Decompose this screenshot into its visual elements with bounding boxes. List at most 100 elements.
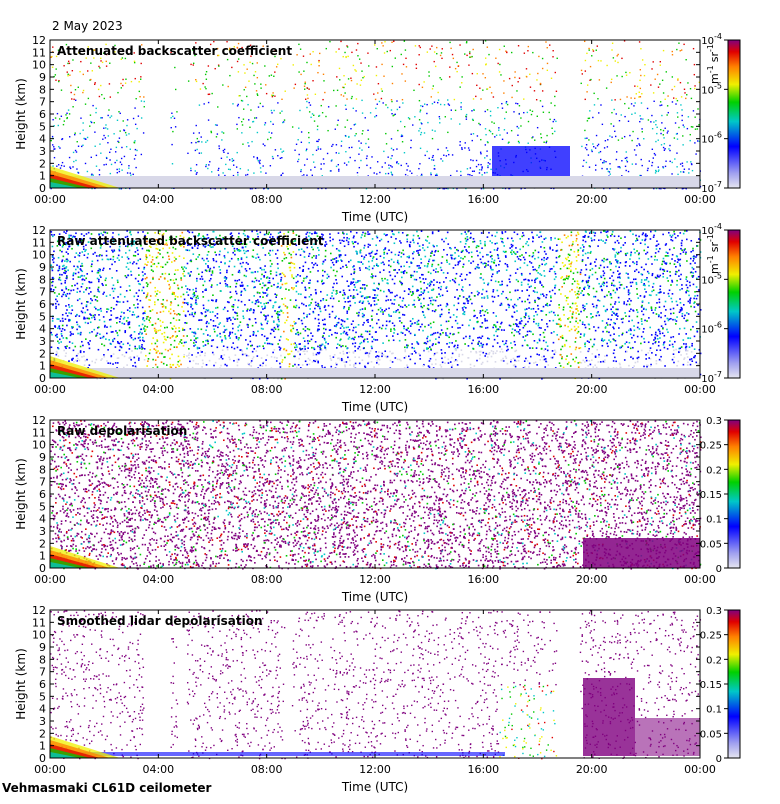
colorbar-tick-label: 0.15	[700, 680, 722, 691]
x-tick-label: 00:00	[684, 573, 716, 586]
colorbar-tick-label: 0.3	[706, 416, 722, 427]
y-tick-label: 5	[39, 310, 46, 323]
y-tick-label: 12	[32, 414, 46, 427]
y-tick-label: 1	[39, 550, 46, 563]
x-tick-label: 12:00	[359, 193, 391, 206]
y-tick-label: 4	[39, 323, 46, 336]
surface-layer	[50, 752, 505, 756]
evening-depol-block	[583, 678, 635, 756]
x-tick-label: 20:00	[576, 573, 608, 586]
colorbar-units: m-1sr-1	[706, 234, 721, 274]
colorbar-tick-exponent: -7	[714, 370, 722, 379]
y-tick-label: 5	[39, 690, 46, 703]
colorbar-tick-label: 0	[716, 564, 722, 575]
x-axis-label: Time (UTC)	[341, 780, 408, 794]
y-tick-label: 4	[39, 703, 46, 716]
x-tick-label: 16:00	[467, 383, 499, 396]
plot-area	[50, 610, 701, 759]
colorbar-tick-label: 0	[716, 754, 722, 765]
y-tick-label: 4	[39, 133, 46, 146]
colorbar-gradient	[728, 40, 740, 188]
colorbar: 00.050.10.150.20.250.3	[700, 606, 740, 765]
colorbar-tick-label: 0.1	[706, 515, 722, 526]
y-tick-label: 1	[39, 170, 46, 183]
y-tick-label: 7	[39, 476, 46, 489]
x-tick-label: 08:00	[251, 383, 283, 396]
x-tick-label: 08:00	[251, 763, 283, 776]
colorbar: 10-710-610-510-4m-1sr-1	[701, 32, 740, 195]
y-tick-label: 10	[32, 439, 46, 452]
colorbar-tick-label: 0.05	[700, 539, 722, 550]
y-tick-label: 8	[39, 83, 46, 96]
panel-title: Attenuated backscatter coefficient	[57, 44, 292, 58]
x-tick-label: 00:00	[684, 763, 716, 776]
colorbar: 0 0.05 0.1 0.15 0.2 0.25 0.3	[700, 416, 740, 575]
y-tick-label: 2	[39, 537, 46, 550]
colorbar-tick-exponent: -4	[714, 32, 722, 41]
colorbar-tick-label: 10-7	[701, 370, 722, 385]
units-exponent: -1	[706, 44, 715, 52]
evening-layer	[583, 538, 700, 568]
x-axis-label: Time (UTC)	[341, 210, 408, 224]
x-tick-label: 12:00	[359, 573, 391, 586]
y-tick-label: 6	[39, 488, 46, 501]
date-label: 2 May 2023	[52, 19, 123, 33]
colorbar-units: m-1sr-1	[706, 44, 721, 84]
x-tick-label: 00:00	[34, 193, 66, 206]
panel-title: Smoothed lidar depolarisation	[57, 614, 263, 628]
y-tick-label: 9	[39, 451, 46, 464]
y-tick-label: 3	[39, 525, 46, 538]
colorbar-gradient	[728, 610, 740, 758]
units-base: m	[708, 73, 721, 84]
y-tick-label: 11	[32, 46, 46, 59]
y-tick-label: 1	[39, 360, 46, 373]
x-tick-label: 04:00	[142, 763, 174, 776]
x-tick-label: 16:00	[467, 763, 499, 776]
colorbar: 10-710-610-510-4m-1sr-1	[701, 222, 740, 385]
y-tick-label: 9	[39, 71, 46, 84]
plot-area	[50, 40, 701, 189]
panel-title: Raw attenuated backscatter coefficient	[57, 234, 324, 248]
units-base: sr	[708, 242, 721, 253]
x-tick-label: 00:00	[34, 383, 66, 396]
y-tick-label: 7	[39, 96, 46, 109]
y-tick-label: 2	[39, 347, 46, 360]
y-tick-label: 8	[39, 653, 46, 666]
x-tick-label: 08:00	[251, 193, 283, 206]
colorbar-tick-label: 0.05	[700, 729, 722, 740]
panel-title: Raw depolarisation	[57, 424, 187, 438]
y-tick-label: 9	[39, 261, 46, 274]
y-tick-label: 8	[39, 273, 46, 286]
colorbar-tick-label: 0.2	[706, 465, 722, 476]
y-tick-label: 11	[32, 616, 46, 629]
plot-area	[50, 420, 702, 570]
afternoon-layer	[492, 146, 570, 176]
x-axis-label: Time (UTC)	[341, 400, 408, 414]
y-tick-label: 7	[39, 286, 46, 299]
plot-area	[50, 230, 701, 380]
plot-background	[50, 40, 700, 188]
x-tick-label: 16:00	[467, 193, 499, 206]
units-exponent: -1	[706, 65, 715, 73]
units-base: sr	[708, 52, 721, 63]
instrument-label: Vehmasmaki CL61D ceilometer	[2, 781, 211, 795]
y-tick-label: 12	[32, 34, 46, 47]
colorbar-tick-label: 0.25	[700, 441, 722, 452]
y-tick-label: 2	[39, 157, 46, 170]
colorbar-tick-label: 0.15	[700, 490, 722, 501]
y-tick-label: 3	[39, 335, 46, 348]
x-tick-label: 08:00	[251, 573, 283, 586]
y-tick-label: 5	[39, 500, 46, 513]
x-tick-label: 04:00	[142, 193, 174, 206]
colorbar-gradient	[728, 230, 740, 378]
y-axis-label: Height (km)	[14, 268, 28, 339]
x-tick-label: 04:00	[142, 573, 174, 586]
colorbar-tick-label: 0.25	[700, 631, 722, 642]
x-tick-label: 00:00	[34, 573, 66, 586]
x-tick-label: 04:00	[142, 383, 174, 396]
